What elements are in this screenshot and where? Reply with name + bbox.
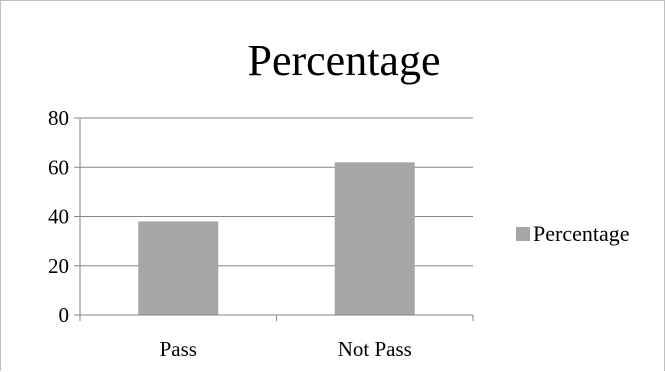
bar-not-pass: [334, 162, 415, 315]
y-tick-label: 20: [48, 254, 69, 278]
legend: Percentage: [516, 221, 630, 246]
axes: [79, 118, 474, 321]
chart-title: Percentage: [248, 36, 441, 85]
x-tick-label: Pass: [160, 337, 197, 361]
x-tick-labels: Pass Not Pass: [160, 337, 412, 361]
x-tick-label: Not Pass: [338, 337, 412, 361]
y-tick-label: 0: [59, 303, 70, 327]
legend-swatch: [516, 227, 530, 241]
y-tick-label: 60: [48, 155, 69, 179]
bars: [138, 162, 415, 315]
bar-pass: [138, 221, 219, 315]
y-tick-labels: 0 20 40 60 80: [48, 106, 69, 327]
legend-label: Percentage: [533, 221, 630, 246]
y-tick-label: 80: [48, 106, 69, 130]
y-tick-label: 40: [48, 205, 69, 229]
